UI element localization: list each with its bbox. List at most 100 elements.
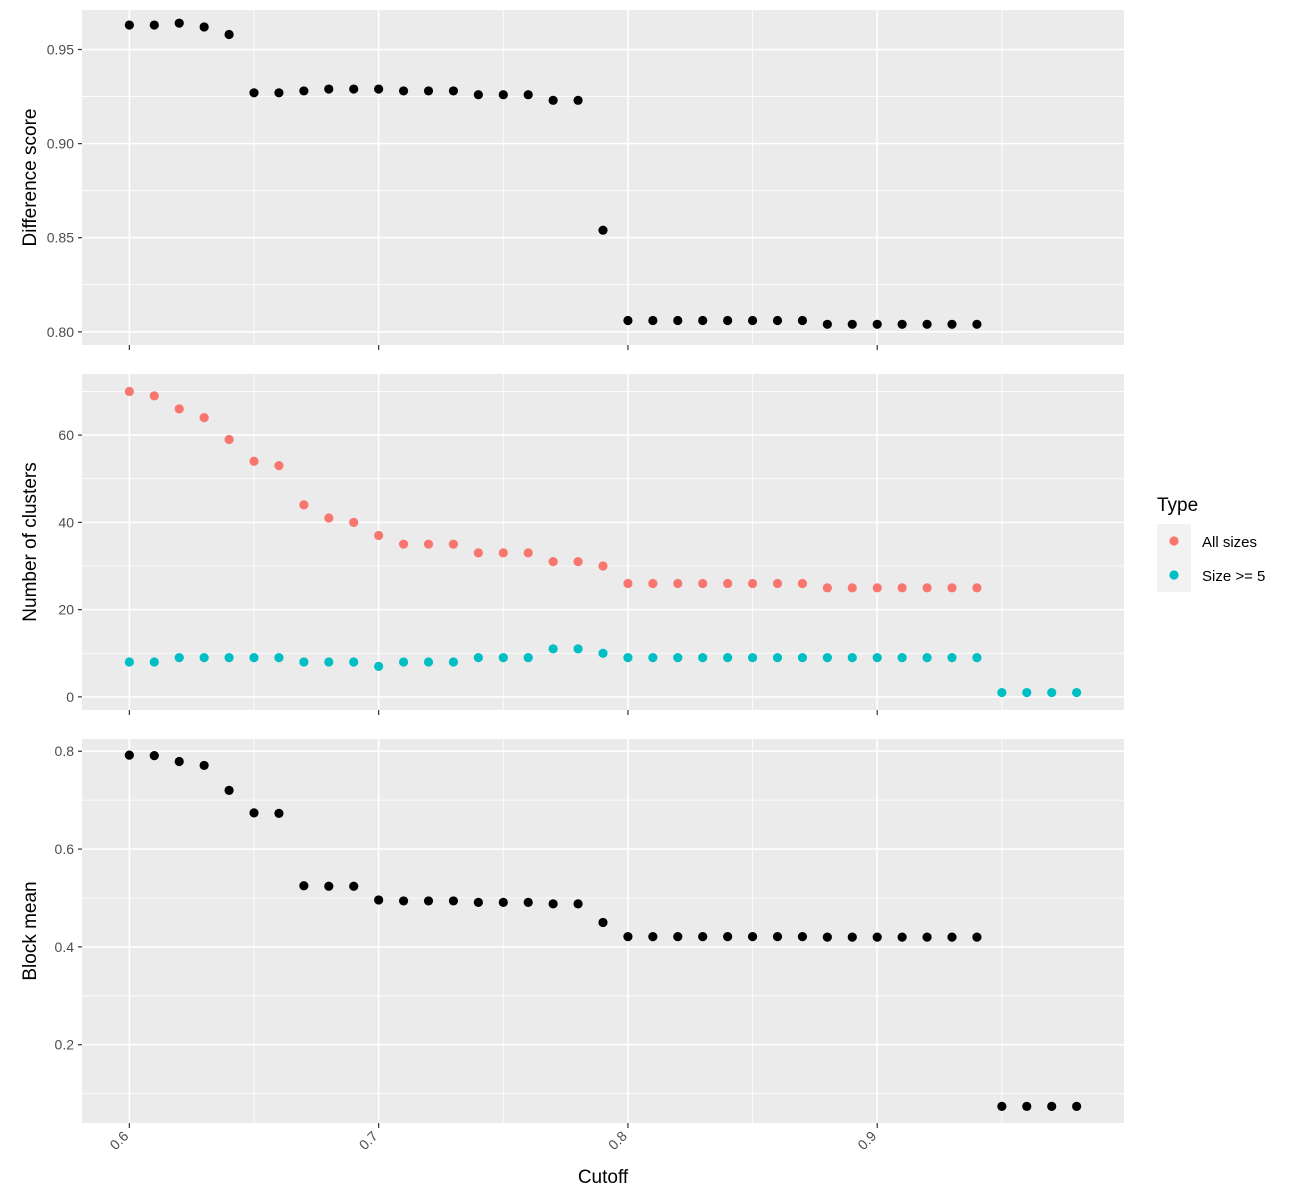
data-point (149, 657, 159, 667)
y-tick-label: 0.90 (47, 136, 74, 152)
x-tick-label: 0.9 (854, 1128, 879, 1153)
y-axis-title: Block mean (20, 881, 41, 980)
y-tick-label: 0 (66, 689, 74, 705)
data-point (822, 319, 832, 329)
data-point (947, 319, 957, 329)
data-point (523, 90, 533, 100)
panel-1: 0.80 0.85 0.90 0.95 Difference score (20, 10, 1124, 350)
data-point (473, 90, 483, 100)
y-tick-label: 0.8 (55, 743, 75, 759)
data-point (473, 653, 483, 663)
data-point (548, 644, 558, 654)
data-point (573, 644, 583, 654)
data-point (772, 653, 783, 663)
data-point (523, 548, 533, 558)
data-point (324, 657, 334, 667)
y-tick-label: 0.6 (55, 841, 75, 857)
panel-background (82, 374, 1124, 710)
data-point (897, 653, 907, 663)
data-point (648, 653, 658, 663)
y-tick-label: 20 (58, 602, 74, 618)
data-point (224, 29, 234, 40)
data-point (673, 932, 683, 942)
data-point (199, 22, 209, 32)
chart-panels: 0.80 0.85 0.90 0.95 Difference score 0 20 40 60 N… (20, 10, 1124, 1153)
data-point (523, 897, 533, 907)
data-point (249, 88, 259, 98)
data-point (698, 578, 708, 589)
panel-background (82, 10, 1124, 345)
legend-label: Size >= 5 (1202, 568, 1265, 585)
legend-label: All sizes (1202, 534, 1257, 551)
data-point (448, 86, 459, 96)
data-point (149, 20, 159, 30)
series-1 (124, 386, 982, 593)
data-point (648, 932, 658, 942)
x-axis-title: Cutoff (578, 1167, 629, 1188)
data-point (423, 657, 434, 667)
data-point (249, 456, 259, 466)
data-point (723, 578, 733, 589)
y-axis-title: Difference score (20, 109, 41, 247)
data-point (174, 653, 184, 663)
data-point (822, 932, 832, 942)
legend-item: Size >= 5 (1157, 558, 1265, 592)
data-point (623, 653, 633, 663)
data-point (673, 315, 683, 326)
data-point (723, 315, 733, 326)
data-point (673, 653, 683, 663)
data-point (124, 386, 134, 397)
data-point (972, 583, 982, 593)
data-point (972, 653, 982, 663)
data-point (274, 88, 284, 98)
data-point (224, 434, 234, 445)
legend-item: All sizes (1157, 524, 1257, 558)
data-point (423, 896, 434, 906)
data-point (324, 881, 334, 891)
data-point (772, 315, 783, 326)
data-point (224, 653, 234, 663)
y-axis-title: Number of clusters (20, 462, 41, 621)
data-point (324, 84, 334, 94)
data-point (124, 750, 134, 760)
data-point (423, 86, 434, 96)
data-point (1022, 687, 1032, 698)
data-point (174, 18, 184, 28)
data-point (623, 932, 633, 942)
data-point (872, 583, 882, 593)
data-point (747, 932, 758, 942)
data-point (398, 539, 409, 549)
data-point (423, 539, 434, 549)
data-point (947, 932, 957, 942)
series-1 (124, 750, 1082, 1111)
data-point (897, 932, 907, 942)
data-point (648, 578, 658, 589)
data-point (698, 315, 708, 326)
data-point (872, 932, 882, 942)
data-point (922, 932, 932, 942)
x-tick-label: 0.7 (356, 1128, 381, 1153)
data-point (947, 653, 957, 663)
data-point (698, 653, 708, 663)
legend-marker (1169, 570, 1179, 580)
data-point (922, 319, 932, 329)
legend-marker (1169, 536, 1179, 546)
data-point (498, 653, 508, 663)
data-point (723, 932, 733, 942)
data-point (897, 583, 907, 593)
data-point (448, 657, 459, 667)
data-point (598, 225, 608, 235)
data-point (997, 687, 1007, 698)
data-point (797, 315, 808, 326)
y-tick-label: 0.2 (55, 1037, 75, 1053)
data-point (473, 897, 483, 907)
data-point (847, 932, 857, 942)
data-point (448, 896, 459, 906)
data-point (847, 319, 857, 329)
data-point (349, 84, 359, 94)
data-point (299, 86, 309, 96)
data-point (374, 895, 384, 905)
data-point (274, 461, 284, 471)
data-point (199, 760, 209, 771)
